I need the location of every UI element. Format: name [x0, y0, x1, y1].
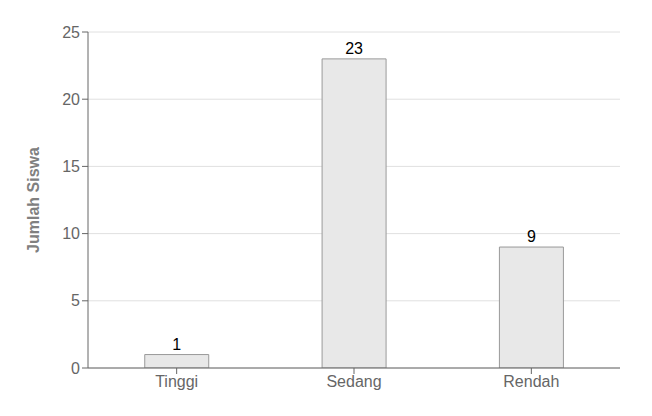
- svg-text:Jumlah Siswa: Jumlah Siswa: [25, 147, 42, 253]
- svg-text:15: 15: [62, 158, 80, 175]
- svg-text:1: 1: [172, 336, 181, 353]
- svg-text:Rendah: Rendah: [503, 373, 559, 390]
- svg-text:20: 20: [62, 91, 80, 108]
- svg-text:25: 25: [62, 24, 80, 41]
- svg-text:10: 10: [62, 225, 80, 242]
- svg-text:5: 5: [71, 292, 80, 309]
- svg-text:Sedang: Sedang: [326, 373, 381, 390]
- svg-text:23: 23: [345, 40, 363, 57]
- svg-text:9: 9: [527, 228, 536, 245]
- svg-text:0: 0: [71, 360, 80, 377]
- svg-text:Tinggi: Tinggi: [155, 373, 198, 390]
